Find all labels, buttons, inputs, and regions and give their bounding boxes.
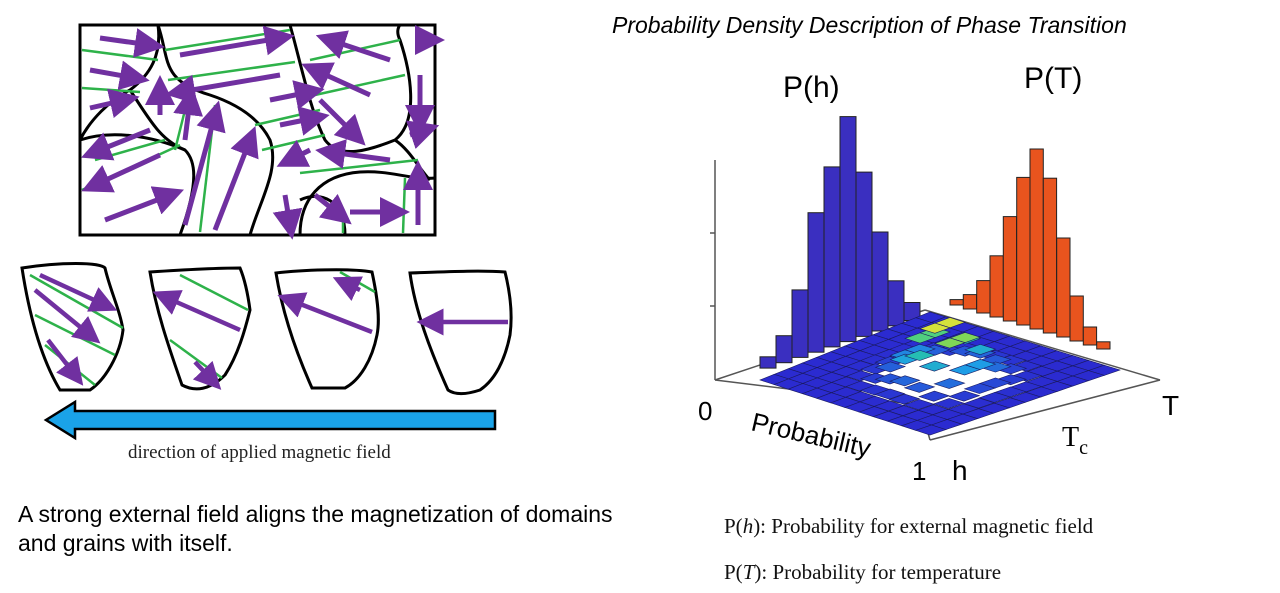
- axis-one-label: 1: [912, 456, 926, 486]
- domain-diagram: [20, 23, 513, 441]
- pt-bar: [1029, 148, 1044, 330]
- grain-stage-2: [148, 266, 252, 391]
- surface-tile: [919, 322, 951, 334]
- ph-bar: [775, 335, 793, 364]
- surface-tile: [932, 398, 965, 409]
- surface-tile: [933, 337, 966, 349]
- axis-T-label: T: [1162, 390, 1179, 421]
- pt-bar: [976, 280, 991, 314]
- ph-bar: [759, 356, 777, 369]
- grain-sequence: [20, 262, 513, 396]
- joint-surface: [759, 311, 1121, 436]
- pt-bar: [1096, 341, 1111, 350]
- grain-stage-4: [408, 269, 513, 396]
- axis-tc-label: Tc: [1062, 422, 1088, 459]
- field-direction-arrow: [43, 399, 497, 441]
- ph-bar: [855, 171, 873, 337]
- pt-bar: [949, 299, 964, 306]
- grain-stage-1: [20, 262, 125, 392]
- surface-tile: [933, 378, 966, 389]
- legend-ph: P(h): Probability for external magnetic …: [724, 514, 1094, 538]
- label-ph: P(h): [783, 71, 840, 104]
- pt-bar: [1016, 176, 1031, 326]
- pt-bar: [1042, 177, 1058, 334]
- ph-bar: [871, 231, 889, 332]
- ph-histogram: [759, 116, 921, 369]
- legend-pt: P(T): Probability for temperature: [724, 560, 1002, 584]
- surface-tile: [904, 350, 936, 361]
- field-direction-label: direction of applied magnetic field: [128, 442, 391, 463]
- axis-h-label: h: [952, 455, 968, 486]
- ph-bar: [839, 116, 857, 343]
- surface-tile: [918, 390, 951, 402]
- chart-title: Probability Density Description of Phase…: [612, 12, 1127, 38]
- surface-tile: [914, 424, 947, 436]
- grain-stage-3: [274, 268, 380, 390]
- pt-bar: [1069, 295, 1084, 342]
- pt-bar: [1002, 216, 1018, 322]
- grain-block: [78, 23, 445, 240]
- pt-bar: [962, 294, 978, 310]
- axis-zero-label: 0: [698, 396, 712, 426]
- surface-tile: [888, 393, 921, 405]
- axis-probability-label: Probability: [749, 407, 874, 464]
- surface-tile: [994, 355, 1028, 367]
- surface-tile: [964, 344, 997, 356]
- ph-bar: [807, 212, 825, 353]
- ph-bar: [823, 166, 841, 348]
- surface-tile: [874, 388, 906, 400]
- surface-tile: [903, 381, 936, 393]
- surface-tile: [904, 332, 936, 344]
- surface-tile: [874, 361, 907, 373]
- surface-tile: [918, 360, 951, 372]
- caption-text: A strong external field aligns the magne…: [18, 501, 613, 556]
- surface-tile: [889, 375, 921, 387]
- ph-bar: [887, 280, 905, 327]
- pt-bar: [1056, 237, 1071, 338]
- surface-tile: [948, 390, 981, 402]
- pt-histogram: [949, 148, 1111, 350]
- pt-bar: [989, 255, 1004, 318]
- surface-tile: [963, 383, 996, 394]
- surface-tile: [948, 364, 981, 376]
- label-pt: P(T): [1024, 62, 1082, 95]
- surface-tile: [902, 399, 935, 410]
- pt-bar: [1082, 326, 1098, 346]
- probability-chart: P(h) P(T) 0 1 Probability h T Tc: [698, 62, 1179, 486]
- ph-bar: [791, 289, 809, 358]
